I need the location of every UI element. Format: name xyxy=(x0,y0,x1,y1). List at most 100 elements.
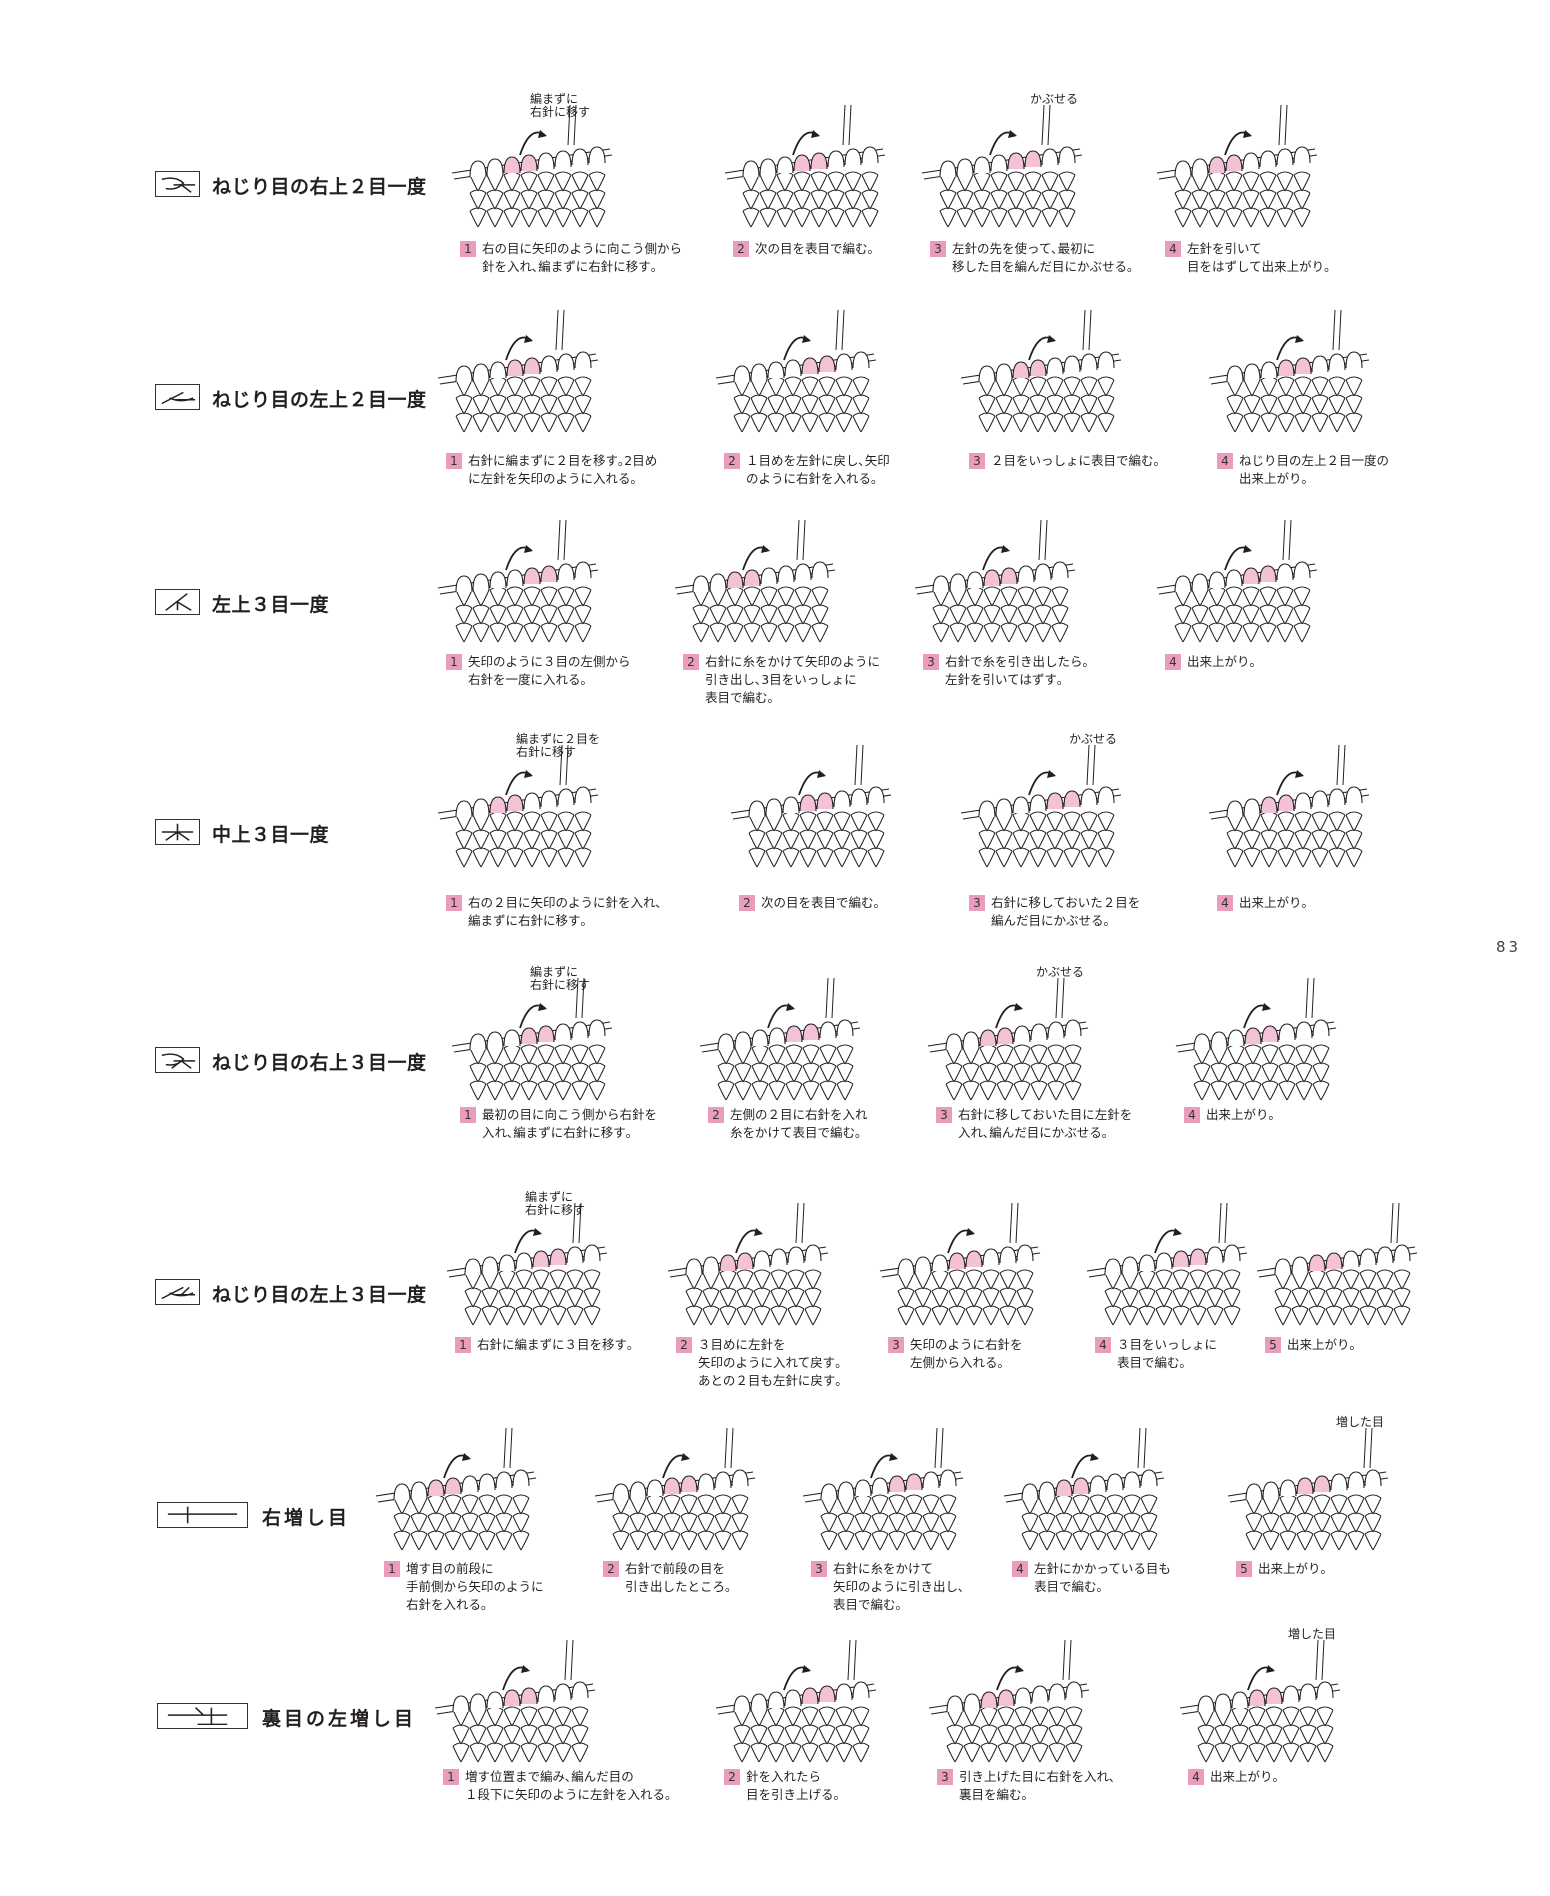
stitch xyxy=(999,1287,1017,1308)
highlighted-loop xyxy=(736,1252,754,1270)
stitch xyxy=(1293,189,1311,210)
stitch xyxy=(982,1269,1000,1290)
stitch xyxy=(995,829,1013,850)
stitch xyxy=(750,394,768,415)
stitch xyxy=(765,829,783,850)
loop xyxy=(1328,353,1346,371)
stitch xyxy=(1208,171,1226,192)
stitch xyxy=(1242,622,1260,643)
stitch xyxy=(1293,171,1311,192)
step-caption: 2 右針に糸をかけて矢印のように 引き出し､3目をいっしょに 表目で編む｡ xyxy=(683,653,880,707)
stitch xyxy=(1191,207,1209,228)
stitch xyxy=(833,847,851,868)
stitch xyxy=(1231,1742,1249,1763)
highlighted-loop xyxy=(1007,152,1025,170)
stitch xyxy=(1007,189,1025,210)
stitch xyxy=(867,829,885,850)
stitch xyxy=(571,1044,589,1065)
stitch xyxy=(731,1512,749,1533)
stitch xyxy=(478,1512,496,1533)
stitch xyxy=(697,1530,715,1551)
page-number: 83 xyxy=(1496,938,1522,956)
stitch xyxy=(768,1044,786,1065)
stitch xyxy=(1041,207,1059,228)
stitch xyxy=(557,604,575,625)
stitch xyxy=(787,1287,805,1308)
stitch xyxy=(503,1062,521,1083)
stitch xyxy=(1328,811,1346,832)
stitch-symbol-icon xyxy=(155,589,200,615)
stitch xyxy=(1262,1512,1280,1533)
highlighted-loop xyxy=(444,1477,462,1495)
loop xyxy=(1359,1248,1377,1266)
loop xyxy=(1214,1693,1232,1711)
highlighted-loop xyxy=(801,357,819,375)
stitch xyxy=(574,586,592,607)
stitch xyxy=(768,1062,786,1083)
stitch xyxy=(787,1269,805,1290)
stitch xyxy=(663,1512,681,1533)
stitch xyxy=(818,1742,836,1763)
stitch xyxy=(1080,376,1098,397)
loop xyxy=(734,1031,752,1049)
highlighted-loop xyxy=(520,1687,538,1705)
stitch xyxy=(999,1305,1017,1326)
stitch xyxy=(996,1044,1014,1065)
stitch xyxy=(1225,604,1243,625)
step-number-badge: 3 xyxy=(930,241,946,257)
highlighted-loop xyxy=(1325,1252,1343,1270)
stitch xyxy=(1072,1530,1090,1551)
stitch xyxy=(1260,412,1278,433)
stitch xyxy=(486,1080,504,1101)
stitch xyxy=(1342,1305,1360,1326)
stitch xyxy=(1294,394,1312,415)
step-illustration xyxy=(450,977,640,1103)
stitch xyxy=(995,412,1013,433)
loop xyxy=(554,1023,572,1041)
stitch xyxy=(481,1305,499,1326)
stitch xyxy=(1279,1512,1297,1533)
stitch xyxy=(751,1080,769,1101)
stitch xyxy=(1089,1512,1107,1533)
stitch xyxy=(571,1080,589,1101)
stitch xyxy=(1172,1305,1190,1326)
stitch xyxy=(1072,1494,1090,1515)
stitch xyxy=(777,604,795,625)
loop xyxy=(1316,1681,1334,1699)
stitch xyxy=(922,1530,940,1551)
stitch xyxy=(820,1530,838,1551)
stitch xyxy=(1345,847,1363,868)
stitch xyxy=(1299,1742,1317,1763)
highlighted-loop xyxy=(1277,359,1295,377)
stitch xyxy=(1225,207,1243,228)
loop xyxy=(820,1483,838,1501)
stitch xyxy=(1243,847,1261,868)
stitch xyxy=(1265,1706,1283,1727)
stitch xyxy=(1046,829,1064,850)
loop xyxy=(1206,1246,1224,1264)
highlighted-loop xyxy=(1029,359,1047,377)
stitch xyxy=(819,1044,837,1065)
yarn xyxy=(503,1427,513,1469)
step-text: 次の目を表目で編む｡ xyxy=(761,895,880,910)
step-text: ３目をいっしょに 表目で編む｡ xyxy=(1117,1337,1218,1370)
highlighted-loop xyxy=(537,1025,555,1043)
stitch xyxy=(1226,394,1244,415)
step-caption: 2 針を入れたら 目を引き上げる｡ xyxy=(724,1768,840,1804)
loop xyxy=(990,154,1008,172)
loop xyxy=(1342,1250,1360,1268)
stitch xyxy=(719,1287,737,1308)
stitch xyxy=(464,1287,482,1308)
stitch xyxy=(1330,1512,1348,1533)
stitch xyxy=(472,622,490,643)
stitch xyxy=(1016,1287,1034,1308)
stitch xyxy=(566,1269,584,1290)
stitch xyxy=(540,829,558,850)
stitch xyxy=(537,189,555,210)
step-illustration xyxy=(927,1639,1117,1765)
stitch xyxy=(469,1062,487,1083)
highlighted-loop xyxy=(506,794,524,812)
stitch xyxy=(1140,1494,1158,1515)
loop xyxy=(1347,1471,1365,1489)
loop xyxy=(1017,565,1035,583)
